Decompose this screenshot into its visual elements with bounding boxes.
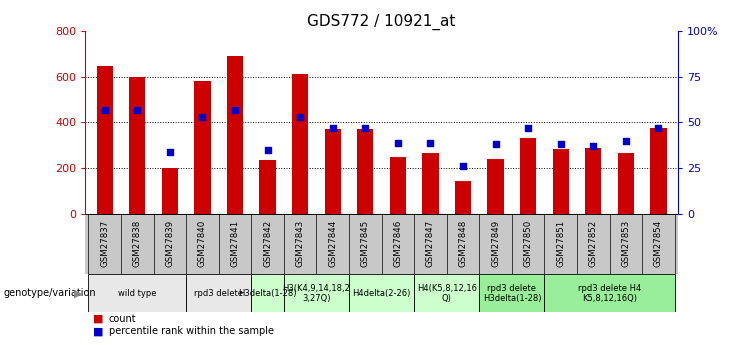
Point [294,114,306,120]
Text: GSM27838: GSM27838 [133,220,142,267]
Text: rpd3 delete: rpd3 delete [194,289,243,298]
Bar [325,129,341,214]
Point [425,140,436,145]
Text: rpd3 delete H4
K5,8,12,16Q): rpd3 delete H4 K5,8,12,16Q) [578,284,641,303]
Text: GSM27847: GSM27847 [426,220,435,267]
Text: GSM27841: GSM27841 [230,220,239,267]
Text: wild type: wild type [118,289,156,298]
Text: GSM27840: GSM27840 [198,220,207,267]
Text: GSM27842: GSM27842 [263,220,272,267]
Bar [292,75,308,214]
Bar [455,181,471,214]
Text: ▶: ▶ [73,288,82,298]
Point [196,114,208,120]
Point [522,125,534,131]
Bar [422,152,439,214]
Text: GSM27837: GSM27837 [100,220,109,267]
Bar [618,152,634,214]
Bar [488,159,504,214]
Point [653,125,665,131]
Bar [194,81,210,214]
Point [588,144,599,149]
Bar [88,274,186,312]
Point [457,164,469,169]
Bar [259,160,276,214]
Bar [357,129,373,214]
Point [164,149,176,155]
Bar [96,67,113,214]
Point [392,140,404,145]
Point [555,142,567,147]
Point [327,125,339,131]
Point [490,142,502,147]
Point [229,107,241,112]
Bar [129,77,145,214]
Bar [284,274,349,312]
Text: ■: ■ [93,314,103,324]
Text: GSM27849: GSM27849 [491,220,500,267]
Text: count: count [109,314,136,324]
Bar [585,148,602,214]
Point [99,107,110,112]
Point [620,138,632,144]
Bar [251,274,284,312]
Text: GSM27846: GSM27846 [393,220,402,267]
Bar [545,274,675,312]
Text: GSM27850: GSM27850 [524,220,533,267]
Text: GSM27843: GSM27843 [296,220,305,267]
Text: genotype/variation: genotype/variation [4,288,96,298]
Text: GSM27839: GSM27839 [165,220,174,267]
Bar [479,274,545,312]
Point [359,125,371,131]
Bar [349,274,414,312]
Bar [414,274,479,312]
Text: GSM27844: GSM27844 [328,220,337,267]
Text: GSM27854: GSM27854 [654,220,663,267]
Point [131,107,143,112]
Text: H4delta(2-26): H4delta(2-26) [353,289,411,298]
Point [262,147,273,152]
Bar [651,128,667,214]
Text: GSM27848: GSM27848 [459,220,468,267]
Bar [162,168,178,214]
Text: GSM27851: GSM27851 [556,220,565,267]
Text: rpd3 delete
H3delta(1-28): rpd3 delete H3delta(1-28) [482,284,541,303]
Text: percentile rank within the sample: percentile rank within the sample [109,326,274,336]
Text: GSM27852: GSM27852 [589,220,598,267]
Text: GSM27853: GSM27853 [622,220,631,267]
Text: H4(K5,8,12,16
Q): H4(K5,8,12,16 Q) [416,284,476,303]
Title: GDS772 / 10921_at: GDS772 / 10921_at [308,13,456,30]
Text: GSM27845: GSM27845 [361,220,370,267]
Bar [390,157,406,214]
Text: H3(K4,9,14,18,2
3,27Q): H3(K4,9,14,18,2 3,27Q) [282,284,350,303]
Text: H3delta(1-28): H3delta(1-28) [239,289,297,298]
Bar [227,56,243,214]
Text: ■: ■ [93,326,103,336]
Bar [553,149,569,214]
Bar [186,274,251,312]
Bar [520,138,536,214]
